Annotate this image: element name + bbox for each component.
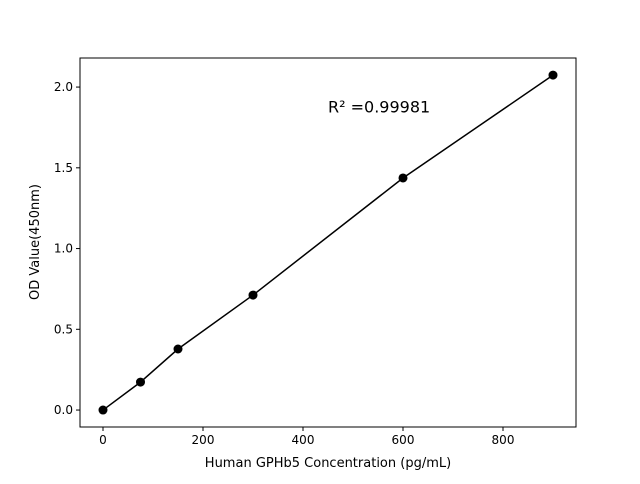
x-axis-label: Human GPHb5 Concentration (pg/mL) [205, 456, 451, 471]
y-tick-label: 0.5 [54, 322, 73, 336]
data-point [136, 377, 145, 387]
data-point [248, 290, 258, 300]
r-squared-annotation: R² =0.99981 [328, 97, 430, 116]
x-tick-label: 0 [99, 433, 107, 447]
y-tick-label: 2.0 [54, 80, 73, 94]
y-axis-label: OD Value(450nm) [28, 184, 43, 300]
x-tick-label: 200 [192, 433, 215, 447]
data-point [548, 70, 558, 80]
series-line [102, 74, 554, 411]
x-tick-label: 800 [492, 433, 515, 447]
data-point [98, 405, 108, 415]
data-point [398, 173, 408, 183]
y-tick-label: 1.0 [54, 242, 73, 256]
y-tick-label: 0.0 [54, 403, 73, 417]
x-tick-label: 400 [292, 433, 315, 447]
data-point [173, 344, 183, 354]
x-tick-label: 600 [392, 433, 415, 447]
y-tick-label: 1.5 [54, 161, 73, 175]
plot-area [79, 57, 577, 428]
